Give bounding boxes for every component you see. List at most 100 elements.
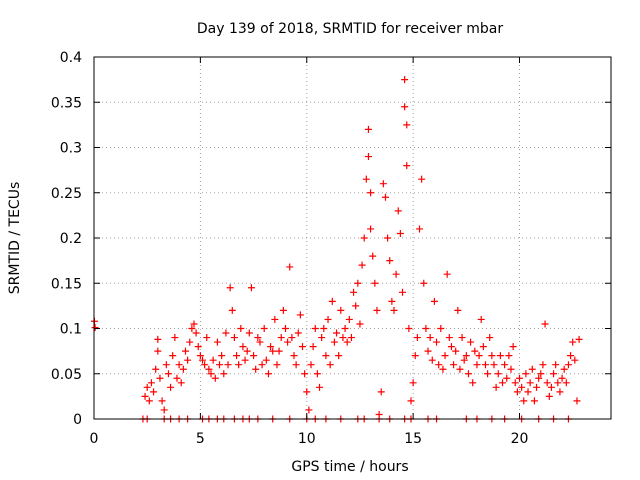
- data-point: [488, 352, 496, 360]
- data-point: [154, 347, 162, 355]
- data-point: [303, 388, 311, 396]
- data-point: [220, 370, 228, 378]
- x-tick-label: 10: [298, 431, 316, 447]
- data-point: [556, 388, 564, 396]
- x-tick-labels: 0 5 10 15 20: [90, 431, 529, 447]
- data-point: [245, 329, 253, 337]
- data-point: [464, 370, 472, 378]
- data-point: [294, 329, 302, 337]
- data-point: [456, 365, 464, 373]
- data-point: [347, 334, 355, 342]
- data-point: [371, 279, 379, 287]
- data-point: [328, 297, 336, 305]
- data-point: [352, 302, 360, 310]
- data-point: [571, 356, 579, 364]
- data-point: [233, 352, 241, 360]
- data-point: [299, 343, 307, 351]
- data-point: [364, 153, 372, 161]
- data-point: [199, 356, 207, 364]
- data-point: [209, 356, 217, 364]
- data-point: [267, 343, 275, 351]
- data-point: [164, 370, 172, 378]
- data-point: [277, 334, 285, 342]
- data-point: [439, 365, 447, 373]
- plot-frame: [93, 56, 612, 420]
- data-point: [484, 370, 492, 378]
- data-point: [175, 361, 183, 369]
- data-point: [358, 261, 366, 269]
- data-point: [413, 334, 421, 342]
- data-point: [518, 383, 526, 391]
- data-point: [490, 361, 498, 369]
- data-point: [403, 121, 411, 129]
- data-point: [422, 325, 430, 332]
- data-point: [141, 392, 149, 400]
- data-point: [343, 338, 351, 346]
- data-point: [477, 315, 485, 323]
- data-point: [309, 343, 317, 351]
- data-point: [516, 374, 524, 382]
- y-axis-label: SRMTID / TECUs: [7, 182, 23, 295]
- data-point: [441, 352, 449, 360]
- data-points: [90, 76, 583, 423]
- data-point: [179, 365, 187, 373]
- data-point: [384, 234, 392, 242]
- data-point: [184, 356, 192, 364]
- data-point: [567, 352, 575, 360]
- data-point: [454, 306, 462, 314]
- data-point: [381, 193, 389, 201]
- x-tick-label: 0: [90, 431, 99, 447]
- data-point: [541, 320, 549, 328]
- data-point: [196, 352, 204, 360]
- data-point: [496, 352, 504, 360]
- data-point: [460, 356, 468, 364]
- data-point: [445, 334, 453, 342]
- data-point: [554, 379, 562, 387]
- data-point: [524, 388, 532, 396]
- data-point: [190, 320, 198, 328]
- data-point: [481, 361, 489, 369]
- data-point: [437, 325, 445, 332]
- axis-ticks: [93, 56, 611, 420]
- data-point: [150, 388, 158, 396]
- data-point: [543, 379, 551, 387]
- data-point: [433, 338, 441, 346]
- data-point: [156, 374, 164, 382]
- data-point: [237, 325, 245, 332]
- grid: [94, 57, 611, 419]
- data-point: [522, 370, 530, 378]
- data-point: [562, 379, 570, 387]
- data-point: [145, 397, 153, 405]
- data-point: [254, 334, 262, 342]
- data-point: [167, 383, 175, 391]
- data-point: [158, 397, 166, 405]
- data-point: [222, 329, 230, 337]
- data-point: [173, 374, 181, 382]
- data-point: [311, 325, 319, 332]
- y-tick-label: 0: [73, 412, 82, 428]
- data-point: [192, 329, 200, 337]
- data-point: [550, 370, 558, 378]
- data-point: [530, 397, 538, 405]
- data-point: [462, 352, 470, 360]
- data-point: [301, 370, 309, 378]
- data-point: [260, 325, 268, 332]
- data-point: [364, 125, 372, 133]
- data-point: [507, 365, 515, 373]
- data-point: [420, 279, 428, 287]
- data-point: [367, 189, 375, 197]
- data-point: [230, 334, 238, 342]
- data-point: [475, 352, 483, 360]
- data-point: [241, 356, 249, 364]
- data-point: [171, 334, 179, 342]
- data-point: [307, 361, 315, 369]
- data-point: [203, 334, 211, 342]
- data-point: [322, 352, 330, 360]
- data-point: [320, 325, 328, 332]
- data-point: [258, 361, 266, 369]
- data-point: [345, 315, 353, 323]
- y-tick-labels: 0 0.05 0.1 0.15 0.2 0.25 0.3 0.35 0.4: [51, 50, 82, 428]
- data-point: [279, 306, 287, 314]
- data-point: [271, 315, 279, 323]
- data-point: [505, 352, 513, 360]
